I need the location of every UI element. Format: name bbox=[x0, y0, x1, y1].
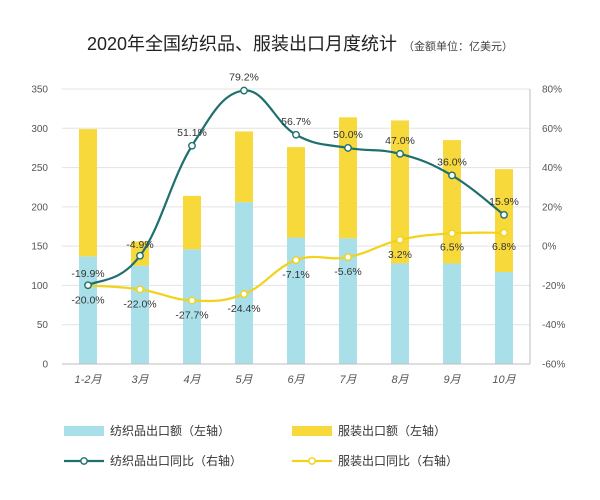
category-label: 7月 bbox=[339, 374, 357, 386]
textile-yoy-line bbox=[87, 89, 505, 287]
left-tick-label: 50 bbox=[37, 320, 49, 331]
bar-textile bbox=[495, 272, 513, 364]
apparel-yoy-label: -20.0% bbox=[71, 294, 104, 306]
category-label: 6月 bbox=[287, 374, 305, 386]
textile-yoy-label: 51.1% bbox=[177, 127, 207, 139]
right-tick-label: -40% bbox=[542, 320, 565, 331]
category-label: 3月 bbox=[131, 374, 149, 386]
bar-apparel bbox=[235, 131, 253, 203]
apparel-yoy-point bbox=[396, 235, 404, 244]
legend-item: 纺织品出口额（左轴） bbox=[64, 423, 230, 438]
apparel-yoy-label: -5.6% bbox=[334, 266, 361, 278]
textile-yoy-label: -4.9% bbox=[126, 239, 153, 251]
category-label: 8月 bbox=[391, 374, 409, 386]
category-label: 1-2月 bbox=[75, 374, 103, 386]
right-tick-label: 20% bbox=[542, 202, 562, 213]
textile-yoy-point bbox=[240, 86, 248, 95]
legend: 纺织品出口额（左轴） 服装出口额（左轴） 纺织品出口同比（右轴） 服装出口同比（右轴） bbox=[64, 423, 458, 468]
apparel-yoy-point bbox=[344, 253, 352, 262]
category-label: 5月 bbox=[235, 374, 253, 386]
apparel-yoy-label: 6.8% bbox=[492, 241, 516, 253]
legend-label: 服装出口额（左轴） bbox=[338, 423, 446, 438]
legend-label: 纺织品出口同比（右轴） bbox=[110, 453, 242, 468]
textile-yoy-label: 79.2% bbox=[229, 72, 259, 84]
bar-textile bbox=[235, 202, 253, 364]
title-text: 2020年全国纺织品、服装出口月度统计 bbox=[86, 34, 398, 54]
textile-yoy-label: 36.0% bbox=[437, 156, 467, 168]
bar-apparel bbox=[495, 169, 513, 273]
legend-label: 纺织品出口额（左轴） bbox=[110, 423, 230, 438]
left-tick-label: 0 bbox=[42, 360, 48, 371]
left-tick-label: 350 bbox=[31, 85, 48, 96]
left-tick-label: 250 bbox=[31, 163, 48, 174]
left-tick-label: 150 bbox=[31, 242, 48, 253]
legend-item: 纺织品出口同比（右轴） bbox=[64, 453, 242, 468]
textile-yoy-label: 15.9% bbox=[489, 196, 519, 208]
bar-textile bbox=[287, 237, 305, 364]
apparel-yoy-point bbox=[448, 229, 456, 238]
apparel-yoy-label: 6.5% bbox=[440, 241, 464, 253]
apparel-yoy-label: -22.0% bbox=[123, 298, 156, 310]
apparel-yoy-label: -27.7% bbox=[175, 310, 208, 322]
left-tick-label: 200 bbox=[31, 202, 48, 213]
data-labels-layer: -19.9% -4.9% 51.1% 79.2% 56.7% 50.0% 47.0% 36.0… bbox=[71, 72, 519, 322]
lines-layer bbox=[84, 86, 508, 305]
bar-textile bbox=[443, 263, 461, 364]
apparel-yoy-point bbox=[240, 290, 248, 298]
legend-label: 服装出口同比（右轴） bbox=[338, 453, 458, 468]
category-label: 4月 bbox=[183, 374, 201, 386]
textile-yoy-point bbox=[188, 141, 196, 150]
textile-yoy-point bbox=[448, 171, 456, 180]
textile-yoy-point bbox=[396, 149, 404, 158]
category-label: 9月 bbox=[443, 374, 461, 386]
axes-layer: 0 50 100 150 200 250 300 350 -60% -40% -20% 0% 20% 40… bbox=[31, 85, 565, 387]
bar-apparel bbox=[183, 195, 201, 250]
textile-yoy-label: -19.9% bbox=[71, 268, 104, 280]
textile-yoy-point bbox=[500, 211, 508, 219]
textile-yoy-point bbox=[344, 144, 352, 152]
apparel-yoy-point bbox=[500, 228, 508, 237]
legend-marker bbox=[308, 457, 316, 465]
textile-yoy-label: 56.7% bbox=[281, 116, 311, 128]
apparel-yoy-label: -7.1% bbox=[282, 269, 309, 281]
chart-title: 2020年全国纺织品、服装出口月度统计 （金额单位：亿美元） bbox=[0, 30, 600, 56]
apparel-yoy-label: -24.4% bbox=[227, 303, 260, 315]
right-tick-label: -60% bbox=[542, 360, 565, 371]
textile-yoy-point bbox=[136, 251, 144, 260]
bar-textile bbox=[183, 249, 201, 364]
bar-textile bbox=[339, 238, 357, 364]
apparel-yoy-point bbox=[136, 285, 144, 294]
category-label: 10月 bbox=[492, 374, 516, 386]
textile-yoy-point bbox=[292, 130, 300, 139]
legend-marker bbox=[80, 457, 88, 465]
right-tick-label: 40% bbox=[542, 163, 562, 174]
apparel-yoy-point bbox=[292, 256, 300, 264]
left-tick-label: 300 bbox=[31, 124, 48, 135]
bar-apparel bbox=[287, 147, 305, 238]
apparel-yoy-point bbox=[188, 296, 196, 305]
right-tick-label: -20% bbox=[542, 281, 565, 292]
bar-apparel bbox=[79, 129, 97, 257]
apparel-yoy-label: 3.2% bbox=[388, 249, 412, 261]
legend-item: 服装出口同比（右轴） bbox=[292, 453, 458, 468]
unit-note: （金额单位：亿美元） bbox=[403, 41, 514, 53]
bar-textile bbox=[391, 263, 409, 364]
textile-yoy-label: 50.0% bbox=[333, 129, 363, 141]
bar-textile bbox=[131, 265, 149, 364]
textile-yoy-label: 47.0% bbox=[385, 135, 415, 147]
legend-swatch bbox=[64, 426, 104, 436]
right-tick-label: 80% bbox=[542, 85, 562, 96]
right-tick-label: 60% bbox=[542, 124, 562, 135]
textile-yoy-point bbox=[84, 281, 92, 290]
legend-swatch bbox=[292, 426, 332, 436]
left-tick-label: 100 bbox=[31, 281, 48, 292]
legend-item: 服装出口额（左轴） bbox=[292, 423, 446, 438]
right-tick-label: 0% bbox=[542, 242, 557, 253]
